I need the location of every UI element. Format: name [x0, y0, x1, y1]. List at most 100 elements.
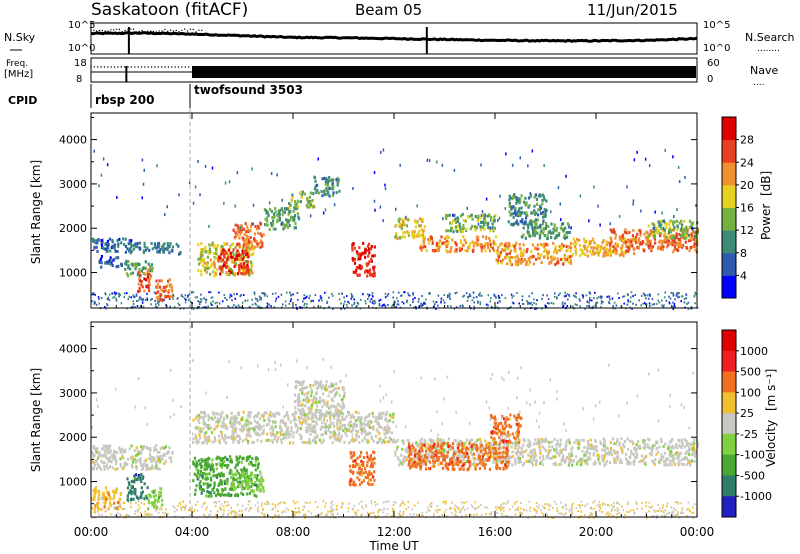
velocity-cell [242, 410, 245, 414]
power-cell [578, 243, 582, 247]
power-cell [409, 294, 411, 297]
velocity-cell [370, 420, 373, 424]
power-cell [500, 261, 503, 265]
power-cell [203, 266, 206, 270]
nsearch-point [149, 30, 152, 32]
power-cell [453, 219, 456, 223]
power-cell [245, 270, 249, 273]
power-cell [693, 244, 696, 248]
nave-point [93, 66, 96, 68]
velocity-cell [329, 431, 332, 435]
velocity-cell [352, 507, 354, 510]
velocity-cell [378, 425, 381, 429]
power-cell [216, 301, 218, 304]
power-cell [151, 269, 154, 273]
power-cell [354, 271, 357, 275]
velocity-cell [294, 410, 297, 414]
power-cell [205, 270, 208, 274]
power-cell [364, 269, 367, 273]
power-cell [514, 260, 518, 264]
power-cell [112, 258, 116, 261]
power-cell [506, 307, 509, 310]
velocity-cell [322, 384, 325, 388]
velocity-cell [253, 429, 256, 433]
power-cell [543, 164, 545, 167]
velocity-cell [343, 427, 346, 431]
power-cell [212, 252, 215, 255]
power-cell [209, 291, 212, 294]
power-cell [661, 304, 663, 307]
power-cell [579, 254, 582, 258]
velocity-cell [206, 439, 209, 443]
power-cell [663, 304, 665, 307]
power-cell [104, 242, 107, 246]
power-cell [205, 298, 208, 301]
nave-point [184, 66, 186, 68]
power-cell [632, 199, 635, 203]
velocity-cell [192, 437, 195, 441]
power-cell [138, 241, 142, 245]
velocity-cell [183, 508, 186, 511]
velocity-cell [594, 500, 596, 503]
nsearch-point [93, 29, 95, 32]
power-cell [109, 262, 112, 266]
velocity-cell [335, 382, 338, 386]
power-cell [245, 249, 248, 253]
velocity-cell [328, 424, 331, 428]
power-cell [247, 240, 250, 244]
power-cell [208, 247, 211, 251]
velocity-cell [303, 505, 306, 508]
velocity-cell [153, 448, 156, 452]
power-cell [291, 215, 294, 219]
power-cell [642, 292, 645, 295]
power-cell [111, 238, 114, 242]
power-cell [518, 207, 521, 211]
velocity-cell [197, 413, 200, 417]
velocity-cell [262, 415, 265, 419]
power-cell [519, 200, 522, 204]
power-cell [113, 243, 117, 247]
velocity-cell [365, 438, 368, 442]
power-cell [359, 298, 362, 301]
power-cell [596, 301, 599, 304]
power-cell [579, 299, 581, 302]
power-cell [581, 252, 584, 256]
power-cell [559, 202, 561, 206]
velocity-cell [119, 462, 122, 466]
power-cell [479, 216, 482, 220]
velocity-cell [218, 439, 221, 443]
velocity-cell [392, 438, 395, 442]
power-cell [671, 243, 674, 247]
velocity-cell [460, 501, 463, 504]
power-cell [226, 273, 229, 277]
power-cell [93, 300, 96, 303]
velocity-cell [136, 510, 139, 513]
power-cell [142, 298, 145, 301]
velocity-cell [309, 410, 312, 414]
velocity-cell [379, 437, 382, 441]
velocity-cell [366, 415, 369, 419]
velocity-cell [204, 438, 207, 442]
power-cell [320, 190, 323, 193]
cpid-segment-2: twofsound 3503 [194, 83, 303, 97]
velocity-cell [245, 423, 248, 427]
power-cell [115, 299, 118, 302]
velocity-cell [226, 504, 228, 507]
velocity-cell [343, 440, 346, 444]
power-cell [651, 298, 654, 301]
power-cell [281, 306, 283, 309]
power-cell [357, 266, 360, 270]
power-cell [694, 242, 698, 246]
power-cell [158, 298, 161, 302]
power-cell [558, 249, 562, 252]
velocity-cell [672, 507, 675, 510]
power-cell [555, 251, 558, 255]
power-cell [547, 251, 550, 255]
power-cell [207, 250, 210, 254]
power-cell [664, 148, 666, 152]
power-cell [601, 241, 604, 245]
power-cell [268, 201, 271, 205]
power-cell [395, 207, 397, 211]
velocity-cell [365, 423, 368, 427]
